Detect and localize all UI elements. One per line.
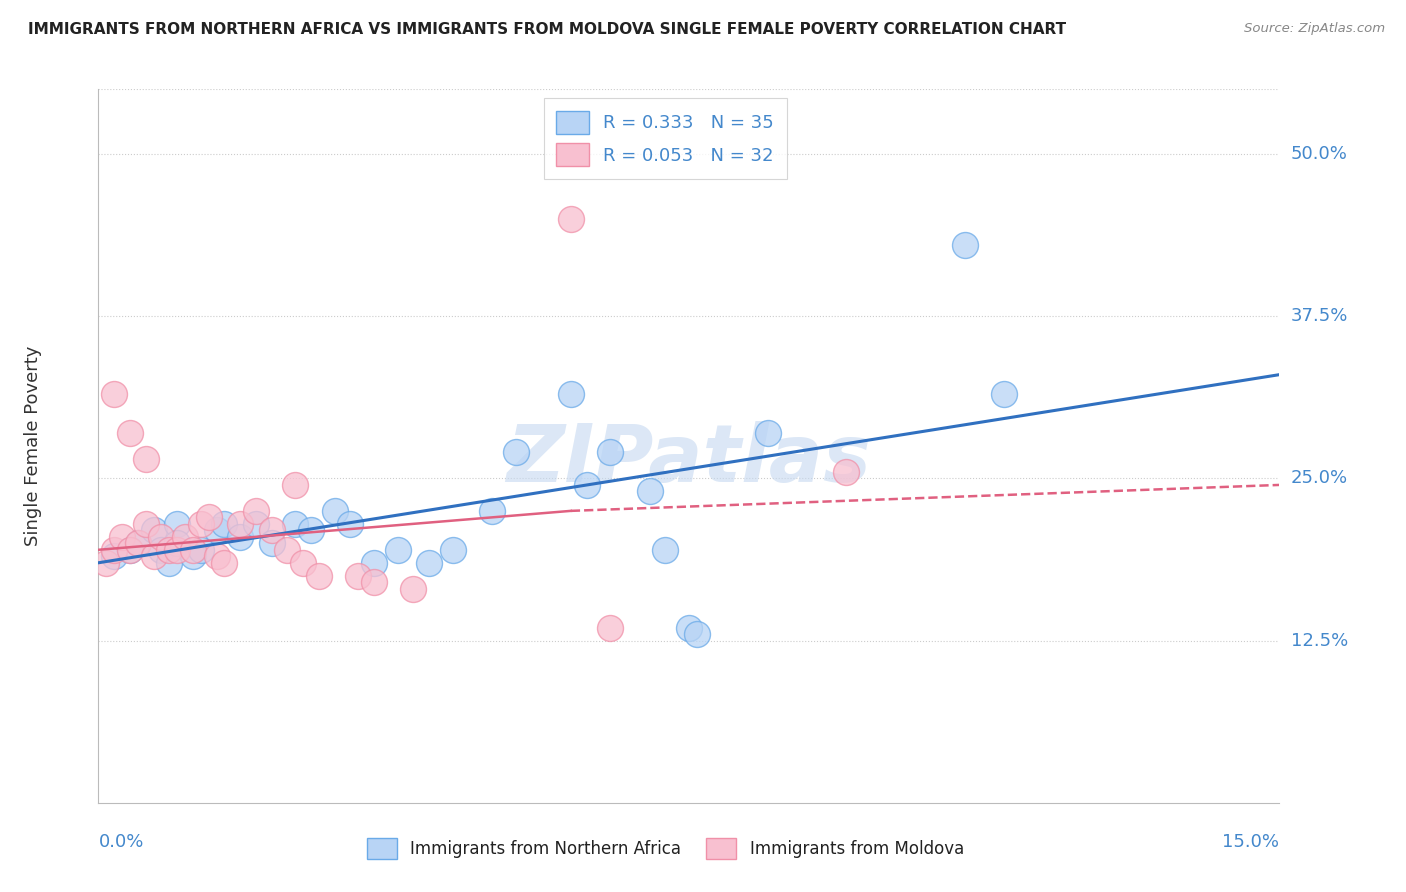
Point (157, 542, 180, 557)
Point (276, 542, 298, 557)
Point (299, 524, 322, 538)
Point (157, 556, 180, 570)
Text: IMMIGRANTS FROM NORTHERN AFRICA VS IMMIGRANTS FROM MOLDOVA SINGLE FEMALE POVERTY: IMMIGRANTS FROM NORTHERN AFRICA VS IMMIG… (28, 22, 1066, 37)
Point (142, 524, 165, 538)
Point (166, 516, 188, 531)
Text: Source: ZipAtlas.com: Source: ZipAtlas.com (1244, 22, 1385, 36)
Point (560, 387, 582, 401)
Point (181, 549, 204, 564)
Point (363, 575, 385, 590)
Point (127, 536, 149, 550)
Text: ZIPatlas: ZIPatlas (506, 421, 872, 500)
Text: 15.0%: 15.0% (1222, 833, 1279, 851)
Point (481, 504, 503, 518)
Point (103, 542, 125, 557)
Point (402, 582, 425, 596)
Point (135, 516, 157, 531)
Point (575, 478, 598, 492)
Point (260, 524, 283, 538)
Point (505, 445, 527, 459)
Point (103, 387, 125, 401)
Text: 25.0%: 25.0% (1291, 469, 1348, 487)
Point (166, 542, 188, 557)
Point (135, 452, 157, 467)
Point (229, 516, 252, 531)
Point (229, 530, 252, 544)
Point (111, 530, 134, 544)
Point (418, 556, 440, 570)
Legend: Immigrants from Northern Africa, Immigrants from Moldova: Immigrants from Northern Africa, Immigra… (360, 831, 970, 866)
Text: 50.0%: 50.0% (1291, 145, 1347, 163)
Point (118, 542, 141, 557)
Point (284, 478, 307, 492)
Point (190, 542, 212, 557)
Point (308, 568, 330, 582)
Point (678, 621, 700, 635)
Point (181, 542, 204, 557)
Point (127, 536, 149, 550)
Text: 0.0%: 0.0% (98, 833, 143, 851)
Point (260, 536, 283, 550)
Point (654, 542, 676, 557)
Point (174, 530, 197, 544)
Point (197, 510, 219, 524)
Point (205, 524, 228, 538)
Point (103, 549, 125, 564)
Text: 37.5%: 37.5% (1291, 307, 1348, 326)
Point (599, 445, 621, 459)
Point (245, 516, 267, 531)
Point (347, 568, 370, 582)
Point (118, 425, 141, 440)
Point (205, 549, 228, 564)
Point (150, 542, 173, 557)
Point (560, 211, 582, 226)
Point (292, 556, 315, 570)
Point (142, 549, 165, 564)
Point (339, 516, 361, 531)
Point (214, 556, 236, 570)
Point (953, 238, 976, 252)
Point (214, 516, 236, 531)
Text: Single Female Poverty: Single Female Poverty (24, 346, 42, 546)
Point (150, 530, 173, 544)
Point (190, 516, 212, 531)
Point (96, 556, 118, 570)
Point (245, 504, 267, 518)
Point (166, 536, 188, 550)
Text: 12.5%: 12.5% (1291, 632, 1348, 649)
Point (638, 484, 661, 499)
Point (993, 387, 1015, 401)
Point (363, 556, 385, 570)
Point (387, 542, 409, 557)
Point (441, 542, 464, 557)
Point (599, 621, 621, 635)
Point (323, 504, 346, 518)
Point (756, 425, 779, 440)
Point (284, 516, 307, 531)
Point (118, 542, 141, 557)
Point (835, 465, 858, 479)
Point (686, 627, 709, 641)
